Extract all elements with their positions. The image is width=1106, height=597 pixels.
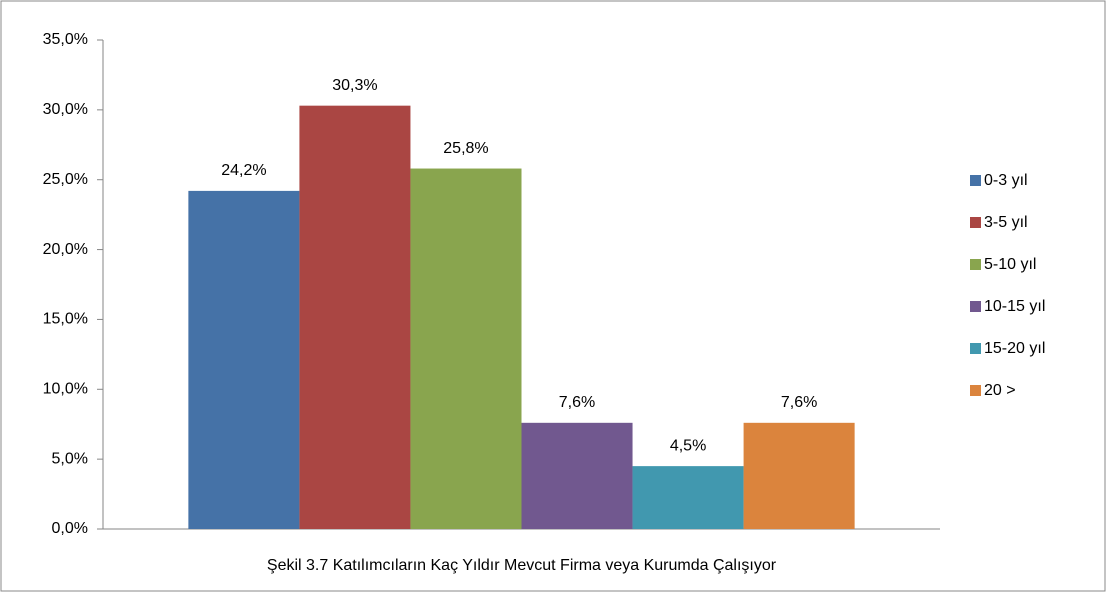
y-tick-label: 30,0% <box>43 101 88 118</box>
y-tick-label: 0,0% <box>52 520 88 537</box>
legend-label: 20 > <box>984 382 1016 399</box>
bar <box>521 422 633 529</box>
bar <box>743 422 855 529</box>
y-tick-label: 15,0% <box>43 311 88 328</box>
legend-label: 5-10 yıl <box>984 256 1036 273</box>
legend-swatch <box>970 175 981 186</box>
data-label: 30,3% <box>332 77 377 94</box>
legend-swatch <box>970 301 981 312</box>
bar <box>410 168 522 529</box>
x-tick-label: Şekil 3.7 Katılımcıların Kaç Yıldır Mevc… <box>267 557 777 574</box>
y-tick-label: 10,0% <box>43 381 88 398</box>
legend-label: 10-15 yıl <box>984 298 1045 315</box>
bar <box>188 190 300 530</box>
data-label: 25,8% <box>443 140 488 157</box>
y-tick-label: 25,0% <box>43 171 88 188</box>
data-label: 24,2% <box>221 162 266 179</box>
y-tick-label: 5,0% <box>52 450 88 467</box>
y-tick-label: 20,0% <box>43 241 88 258</box>
bar <box>632 466 744 529</box>
data-label: 7,6% <box>781 394 817 411</box>
legend-swatch <box>970 343 981 354</box>
data-label: 4,5% <box>670 437 706 454</box>
legend-label: 15-20 yıl <box>984 340 1045 357</box>
legend-label: 0-3 yıl <box>984 172 1028 189</box>
legend-swatch <box>970 259 981 270</box>
legend-swatch <box>970 385 981 396</box>
legend-label: 3-5 yıl <box>984 214 1028 231</box>
y-tick-label: 35,0% <box>43 31 88 48</box>
bar <box>299 105 411 529</box>
legend-swatch <box>970 217 981 228</box>
data-label: 7,6% <box>559 394 595 411</box>
